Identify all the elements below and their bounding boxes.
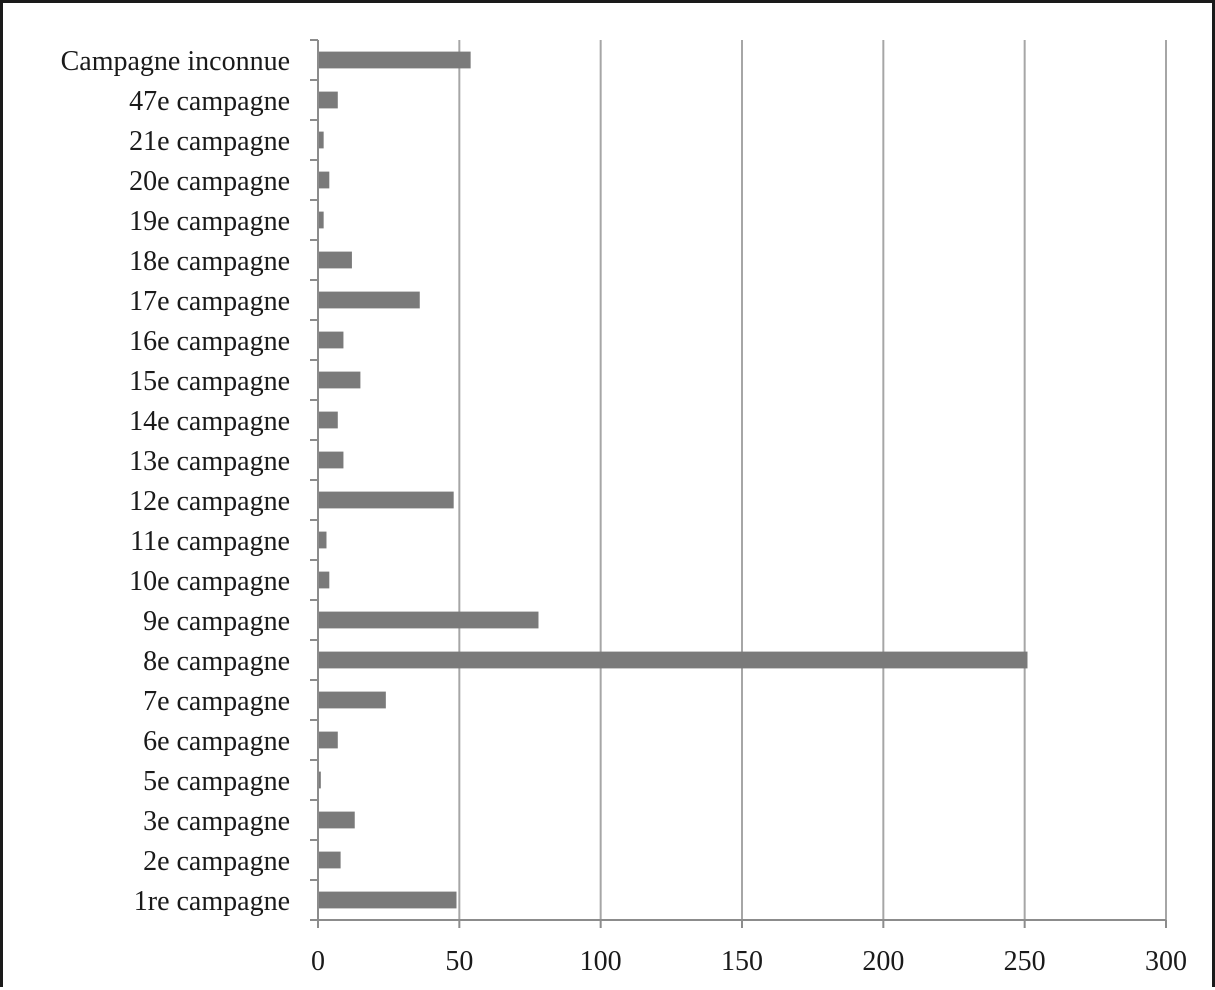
bar-2 — [318, 91, 338, 109]
x-tick-label: 300 — [1145, 946, 1187, 977]
bar-11 — [318, 451, 344, 469]
bar-21 — [318, 851, 341, 869]
bars — [318, 51, 1028, 909]
category-label: 6e campagne — [143, 726, 290, 757]
bar-6 — [318, 251, 352, 269]
category-label: 8e campagne — [143, 646, 290, 677]
bar-15 — [318, 611, 539, 629]
category-label: 20e campagne — [129, 166, 290, 197]
category-label: 7e campagne — [143, 686, 290, 717]
bar-18 — [318, 731, 338, 749]
bar-17 — [318, 691, 386, 709]
category-label: 5e campagne — [143, 766, 290, 797]
category-label: 15e campagne — [129, 366, 290, 397]
bar-9 — [318, 371, 361, 389]
x-tick-label: 50 — [445, 946, 473, 977]
category-label: 11e campagne — [130, 526, 290, 557]
bar-5 — [318, 211, 324, 229]
bar-chart: Campagne inconnue 47e campagne 21e campagn… — [61, 39, 1187, 977]
bar-13 — [318, 531, 327, 549]
x-tick-label: 250 — [1004, 946, 1046, 977]
bar-4 — [318, 171, 330, 189]
x-tick-labels: 0 50 100 150 200 250 300 — [311, 946, 1187, 977]
bar-1 — [318, 51, 471, 69]
bar-8 — [318, 331, 344, 349]
category-label: 47e campagne — [129, 86, 290, 117]
grid-lines — [458, 40, 1167, 920]
category-label: 19e campagne — [129, 206, 290, 237]
category-label: 12e campagne — [129, 486, 290, 517]
bar-19 — [318, 771, 321, 789]
x-tick-label: 0 — [311, 946, 325, 977]
category-label: 10e campagne — [129, 566, 290, 597]
category-label: 16e campagne — [129, 326, 290, 357]
bar-7 — [318, 291, 420, 309]
x-tick-label: 200 — [862, 946, 904, 977]
x-tick-label: 100 — [580, 946, 622, 977]
category-label: 17e campagne — [129, 286, 290, 317]
bar-12 — [318, 491, 454, 509]
bar-16 — [318, 651, 1028, 669]
category-labels: Campagne inconnue 47e campagne 21e campagn… — [61, 46, 290, 917]
category-label: 18e campagne — [129, 246, 290, 277]
bar-3 — [318, 131, 324, 149]
category-label: 13e campagne — [129, 446, 290, 477]
category-label: 3e campagne — [143, 806, 290, 837]
category-label: 2e campagne — [143, 846, 290, 877]
bar-10 — [318, 411, 338, 429]
category-label: Campagne inconnue — [61, 46, 290, 77]
category-label: 1re campagne — [134, 886, 290, 917]
category-label: 14e campagne — [129, 406, 290, 437]
x-tick-label: 150 — [721, 946, 763, 977]
bar-14 — [318, 571, 330, 589]
bar-22 — [318, 891, 457, 909]
category-label: 9e campagne — [143, 606, 290, 637]
category-label: 21e campagne — [129, 126, 290, 157]
bar-20 — [318, 811, 355, 829]
axes — [310, 39, 1167, 928]
